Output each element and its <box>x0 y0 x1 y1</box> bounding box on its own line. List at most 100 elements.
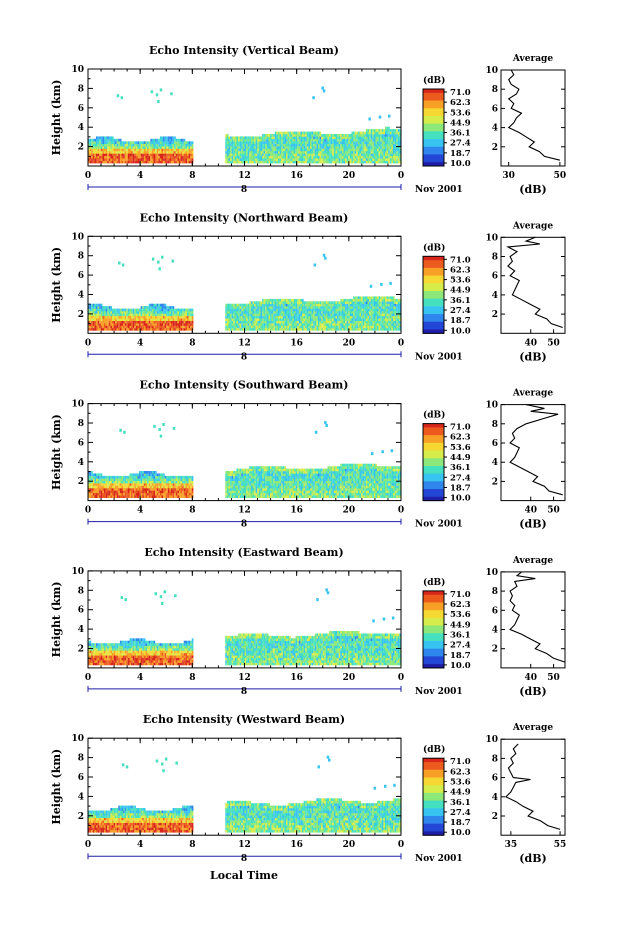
heatmap-cell <box>132 160 135 164</box>
heatmap-cell <box>349 298 352 302</box>
heatmap-cell <box>286 134 288 137</box>
heatmap-cell <box>96 158 98 161</box>
heatmap-cell <box>340 328 342 331</box>
heatmap-cell <box>302 138 304 142</box>
heatmap-cell <box>265 315 267 319</box>
heatmap-cell <box>265 303 267 307</box>
heatmap-cell <box>132 495 135 498</box>
heatmap-cell <box>310 313 312 317</box>
echo-speck <box>157 260 160 264</box>
heatmap-cell <box>305 318 307 321</box>
heatmap-cell <box>303 320 306 324</box>
heatmap-cell <box>102 311 104 314</box>
heatmap-cell <box>276 138 278 142</box>
heatmap-cell <box>119 325 122 329</box>
heatmap-cell <box>166 155 168 159</box>
heatmap-cell <box>337 323 339 326</box>
heatmap-cell <box>377 129 379 132</box>
heatmap-cell <box>155 153 157 157</box>
heatmap-cell <box>295 136 298 140</box>
heatmap-cell <box>158 146 160 149</box>
heatmap-cell <box>175 328 178 331</box>
heatmap-cell <box>287 298 290 302</box>
heatmap-cell <box>287 148 290 152</box>
heatmap-cell <box>140 160 143 164</box>
heatmap-cell <box>132 490 135 494</box>
heatmap-cell <box>234 146 237 149</box>
heatmap-cell <box>97 473 100 477</box>
heatmap-cell <box>370 313 373 317</box>
heatmap-cell <box>279 318 282 321</box>
heatmap-cell <box>270 141 272 144</box>
heatmap-cell <box>340 153 342 157</box>
heatmap-cell <box>308 153 310 157</box>
heatmap-cell <box>399 306 401 309</box>
heatmap-cell <box>271 148 274 152</box>
heatmap-cell <box>346 298 349 302</box>
heatmap-cell <box>292 328 294 331</box>
heatmap-cell <box>258 146 261 149</box>
heatmap-cell <box>255 155 258 159</box>
heatmap-cell <box>394 129 397 132</box>
heatmap-cell <box>257 143 259 147</box>
heatmap-cell <box>300 158 302 161</box>
heatmap-cell <box>164 146 167 149</box>
heatmap-cell <box>396 141 398 144</box>
heatmap-cell <box>135 480 138 484</box>
heatmap-cell <box>314 136 317 140</box>
heatmap-cell <box>316 136 318 140</box>
heatmap-cell <box>297 151 299 154</box>
heatmap-cell <box>393 158 395 161</box>
heatmap-cell <box>116 308 119 312</box>
heatmap-cell <box>166 306 168 309</box>
heatmap-cell <box>298 298 301 302</box>
heatmap-cell <box>121 495 124 498</box>
heatmap-cell <box>295 134 298 137</box>
heatmap-cell <box>137 328 140 331</box>
heatmap-cell <box>385 160 387 164</box>
heatmap-cell <box>252 158 255 161</box>
heatmap-cell <box>182 153 184 157</box>
heatmap-cell <box>249 325 251 329</box>
heatmap-cell <box>155 475 157 479</box>
heatmap-cell <box>332 138 334 142</box>
heatmap-cell <box>145 155 148 159</box>
heatmap-cell <box>341 328 344 331</box>
heatmap-cell <box>354 303 357 307</box>
heatmap-cell <box>399 303 401 307</box>
heatmap-cell <box>365 313 368 317</box>
heatmap-cell <box>364 320 366 324</box>
heatmap-cell <box>182 323 184 326</box>
heatmap-cell <box>282 141 285 144</box>
heatmap-cell <box>108 492 111 496</box>
heatmap-cell <box>338 134 341 137</box>
heatmap-cell <box>378 308 381 312</box>
heatmap-cell <box>182 325 184 329</box>
heatmap-cell <box>308 301 310 304</box>
heatmap-cell <box>147 146 149 149</box>
colorbar-segment <box>423 135 444 138</box>
heatmap-cell <box>258 160 261 164</box>
heatmap-cell <box>316 325 318 329</box>
heatmap-cell <box>187 158 189 161</box>
colorbar-segment <box>423 314 444 317</box>
heatmap-cell <box>274 306 277 309</box>
heatmap-cell <box>150 151 152 154</box>
heatmap-cell <box>348 148 350 152</box>
heatmap-cell <box>145 306 148 309</box>
heatmap-cell <box>313 131 315 135</box>
heatmap-cell <box>175 325 178 329</box>
heatmap-cell <box>308 151 310 154</box>
heatmap-cell <box>97 328 100 331</box>
heatmap-cell <box>281 325 283 329</box>
heatmap-cell <box>369 301 371 304</box>
heatmap-cell <box>330 301 333 304</box>
heatmap-cell <box>177 318 179 321</box>
heatmap-cell <box>131 155 133 159</box>
echo-speck <box>380 282 383 286</box>
heatmap-cell <box>127 318 130 321</box>
heatmap-cell <box>303 138 306 142</box>
heatmap-cell <box>270 323 272 326</box>
heatmap-cell <box>361 138 363 142</box>
heatmap-cell <box>159 478 162 481</box>
